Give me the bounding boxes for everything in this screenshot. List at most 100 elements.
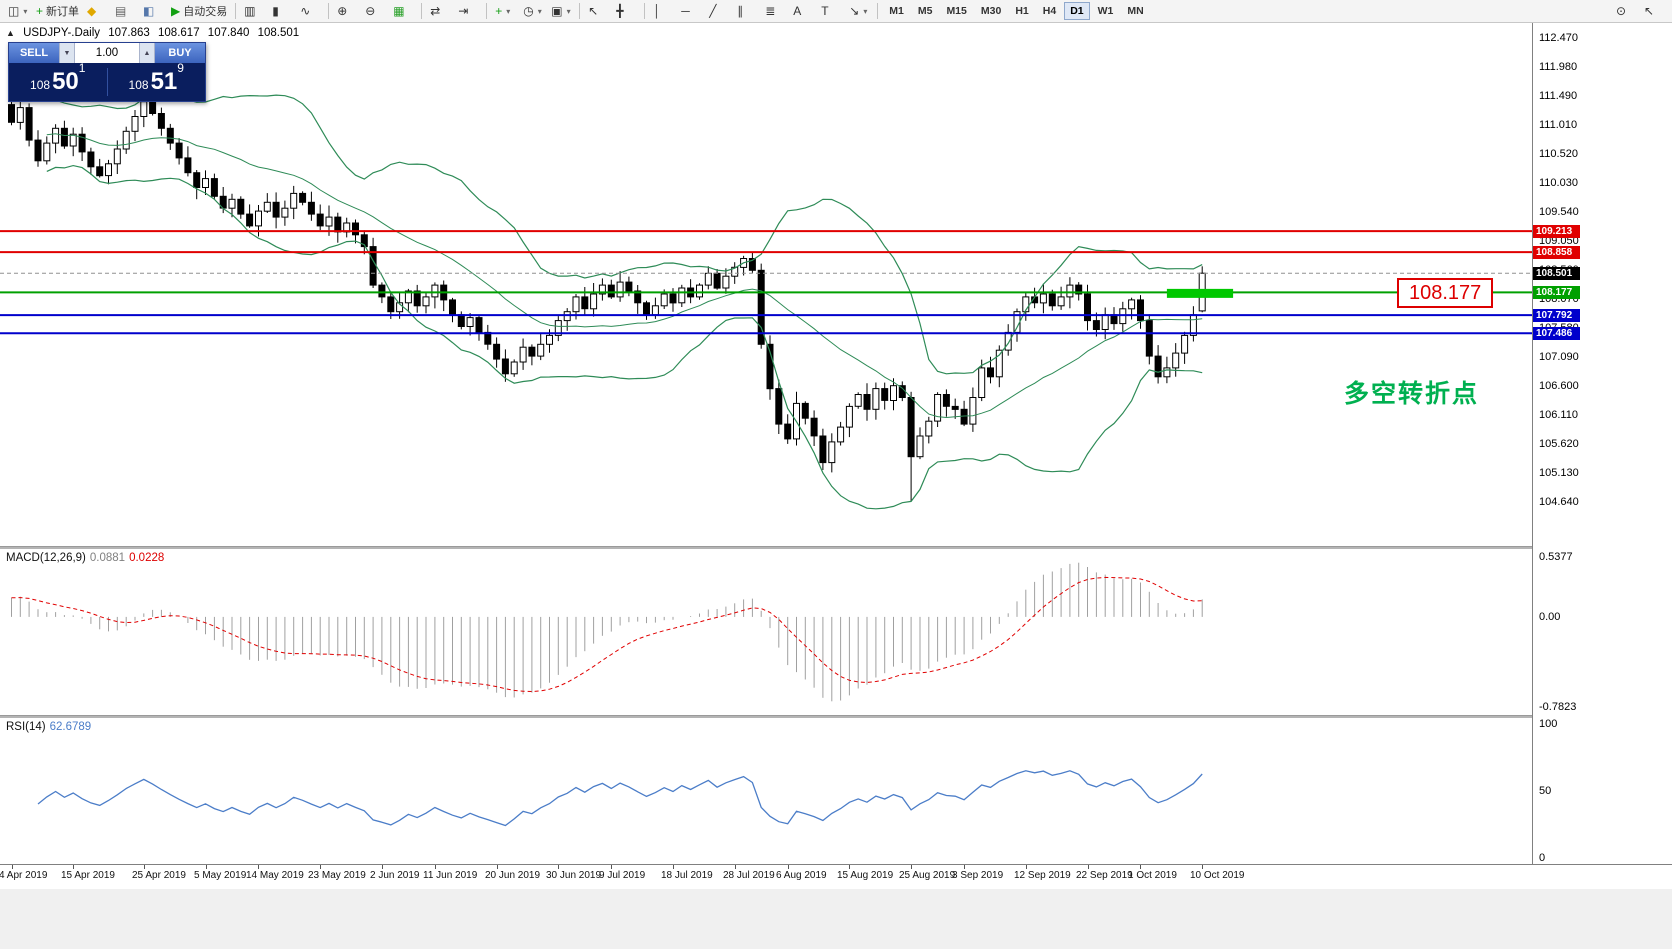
indicators-icon: + xyxy=(495,4,503,18)
panel-divider[interactable] xyxy=(0,546,1672,549)
periods-dropdown-icon[interactable]: ▾ xyxy=(537,6,542,16)
price-chart-canvas[interactable] xyxy=(0,23,1532,546)
candle xyxy=(290,192,298,209)
candles-layer xyxy=(8,95,1206,501)
candle xyxy=(510,361,518,375)
text-button[interactable]: A xyxy=(789,0,817,22)
price-scale[interactable]: 112.470 111.980 111.490 111.010 110.520 110.0… xyxy=(1532,23,1672,864)
arrows-dropdown-icon[interactable]: ▾ xyxy=(863,6,868,16)
buy-price[interactable]: 108519 xyxy=(128,60,184,95)
candle xyxy=(837,426,845,443)
rsi-panel-canvas[interactable] xyxy=(0,718,1532,864)
candle xyxy=(157,113,165,129)
time-tick xyxy=(382,865,383,869)
text-label-button[interactable]: T xyxy=(817,0,845,22)
turning-point-label[interactable]: 多空转折点 xyxy=(1344,380,1480,408)
new-chart-button[interactable]: ◫ ▾ xyxy=(4,0,32,22)
zoom-out-button[interactable]: ⊖ xyxy=(361,0,389,22)
candle xyxy=(554,320,562,336)
data-window-button[interactable]: ◧ xyxy=(139,0,167,22)
candle xyxy=(184,157,192,174)
text-icon: A xyxy=(793,4,802,18)
volume-input[interactable] xyxy=(75,43,139,63)
candle xyxy=(1022,296,1030,313)
candle xyxy=(422,296,430,307)
trend-line-button[interactable]: ╱ xyxy=(705,0,733,22)
crosshair-button[interactable]: ╋ xyxy=(612,0,640,22)
candle xyxy=(87,151,95,168)
candle xyxy=(210,178,218,197)
timeframe-m15[interactable]: M15 xyxy=(946,5,967,17)
print-button[interactable]: ▤ xyxy=(111,0,139,22)
candle xyxy=(325,216,333,227)
macd-signal-value: 0.0228 xyxy=(129,552,165,564)
new-order-button[interactable]: + 新订单 xyxy=(32,0,83,22)
toolbar-separator xyxy=(235,3,237,19)
candle xyxy=(810,417,818,437)
buy-button[interactable]: BUY xyxy=(155,43,205,63)
timeframe-d1[interactable]: D1 xyxy=(1064,2,1090,20)
bottom-empty-strip xyxy=(0,888,1672,949)
price-scale-label: 106.110 xyxy=(1539,409,1578,421)
timeframe-buttons: M1 M5 M15 M30 H1 H4 D1 W1 MN xyxy=(882,2,1150,20)
chart-line-icon: ∿ xyxy=(300,4,311,18)
volume-increase-button[interactable]: ▲ xyxy=(139,43,155,63)
price-annotation-box[interactable]: 108.177 xyxy=(1397,278,1494,308)
time-scale[interactable]: 4 Apr 2019 15 Apr 2019 25 Apr 2019 5 May 20… xyxy=(0,864,1672,889)
auto-scroll-button[interactable]: ⇄ xyxy=(426,0,454,22)
candle xyxy=(863,394,871,410)
search-symbols-button[interactable]: ⊙ xyxy=(1612,0,1640,22)
chart-candles-button[interactable]: ▮ xyxy=(268,0,296,22)
zoom-in-button[interactable]: ⊕ xyxy=(333,0,361,22)
chart-line-button[interactable]: ∿ xyxy=(296,0,324,22)
sell-price[interactable]: 108501 xyxy=(30,60,86,95)
templates-button[interactable]: ▣ ▾ xyxy=(547,0,575,22)
chart-bars-button[interactable]: ▥ xyxy=(240,0,268,22)
toolbar-separator xyxy=(486,3,488,19)
candle xyxy=(987,367,994,378)
tile-windows-button[interactable]: ▦ xyxy=(389,0,417,22)
candle xyxy=(352,222,359,236)
templates-dropdown-icon[interactable]: ▾ xyxy=(566,6,571,16)
volume-decrease-button[interactable]: ▼ xyxy=(59,43,75,63)
candle xyxy=(228,198,236,209)
horizontal-line-button[interactable]: ─ xyxy=(677,0,705,22)
vertical-line-button[interactable]: │ xyxy=(649,0,677,22)
time-scale-label: 1 Oct 2019 xyxy=(1128,870,1177,881)
timeframe-h1[interactable]: H1 xyxy=(1015,5,1029,17)
new-chart-dropdown-icon[interactable]: ▾ xyxy=(23,6,28,16)
timeframe-mn[interactable]: MN xyxy=(1127,5,1144,17)
periods-button[interactable]: ◷ ▾ xyxy=(519,0,547,22)
candle xyxy=(731,266,739,277)
vertical-line-icon: │ xyxy=(653,4,661,18)
level-price-tag: 107.792 xyxy=(1533,309,1580,322)
toolbar-separator xyxy=(644,3,646,19)
timeframe-h4[interactable]: H4 xyxy=(1042,5,1057,17)
candle xyxy=(122,130,130,150)
autotrading-button[interactable]: ▶ 自动交易 xyxy=(167,0,231,22)
macd-panel-canvas[interactable] xyxy=(0,549,1532,715)
collapse-trade-panel-icon[interactable]: ▲ xyxy=(6,28,15,38)
time-scale-label: 30 Jun 2019 xyxy=(546,870,602,881)
pointer-button[interactable]: ↖ xyxy=(1640,0,1668,22)
cursor-button[interactable]: ↖ xyxy=(584,0,612,22)
timeframe-w1[interactable]: W1 xyxy=(1097,5,1114,17)
indicators-button[interactable]: + ▾ xyxy=(491,0,519,22)
chart-window[interactable]: ▲ USDJPY-.Daily 107.863 108.617 107.840 … xyxy=(0,23,1672,949)
arrows-button[interactable]: ↘ ▾ xyxy=(845,0,873,22)
timeframe-m1[interactable]: M1 xyxy=(889,5,904,17)
timeframe-m5[interactable]: M5 xyxy=(917,5,933,17)
indicators-dropdown-icon[interactable]: ▾ xyxy=(506,6,511,16)
time-tick xyxy=(144,865,145,869)
sell-button[interactable]: SELL xyxy=(9,43,59,63)
metaeditor-button[interactable]: ◆ xyxy=(83,0,111,22)
search-symbols-icon: ⊙ xyxy=(1616,4,1627,18)
fibonacci-button[interactable]: ≣ xyxy=(761,0,789,22)
chart-shift-button[interactable]: ⇥ xyxy=(454,0,482,22)
timeframe-m30[interactable]: M30 xyxy=(980,5,1002,17)
ohlc-info-line: ▲ USDJPY-.Daily 107.863 108.617 107.840 … xyxy=(6,27,304,39)
candle xyxy=(281,207,289,218)
panel-divider[interactable] xyxy=(0,715,1672,718)
equidistant-channel-button[interactable]: ∥ xyxy=(733,0,761,22)
